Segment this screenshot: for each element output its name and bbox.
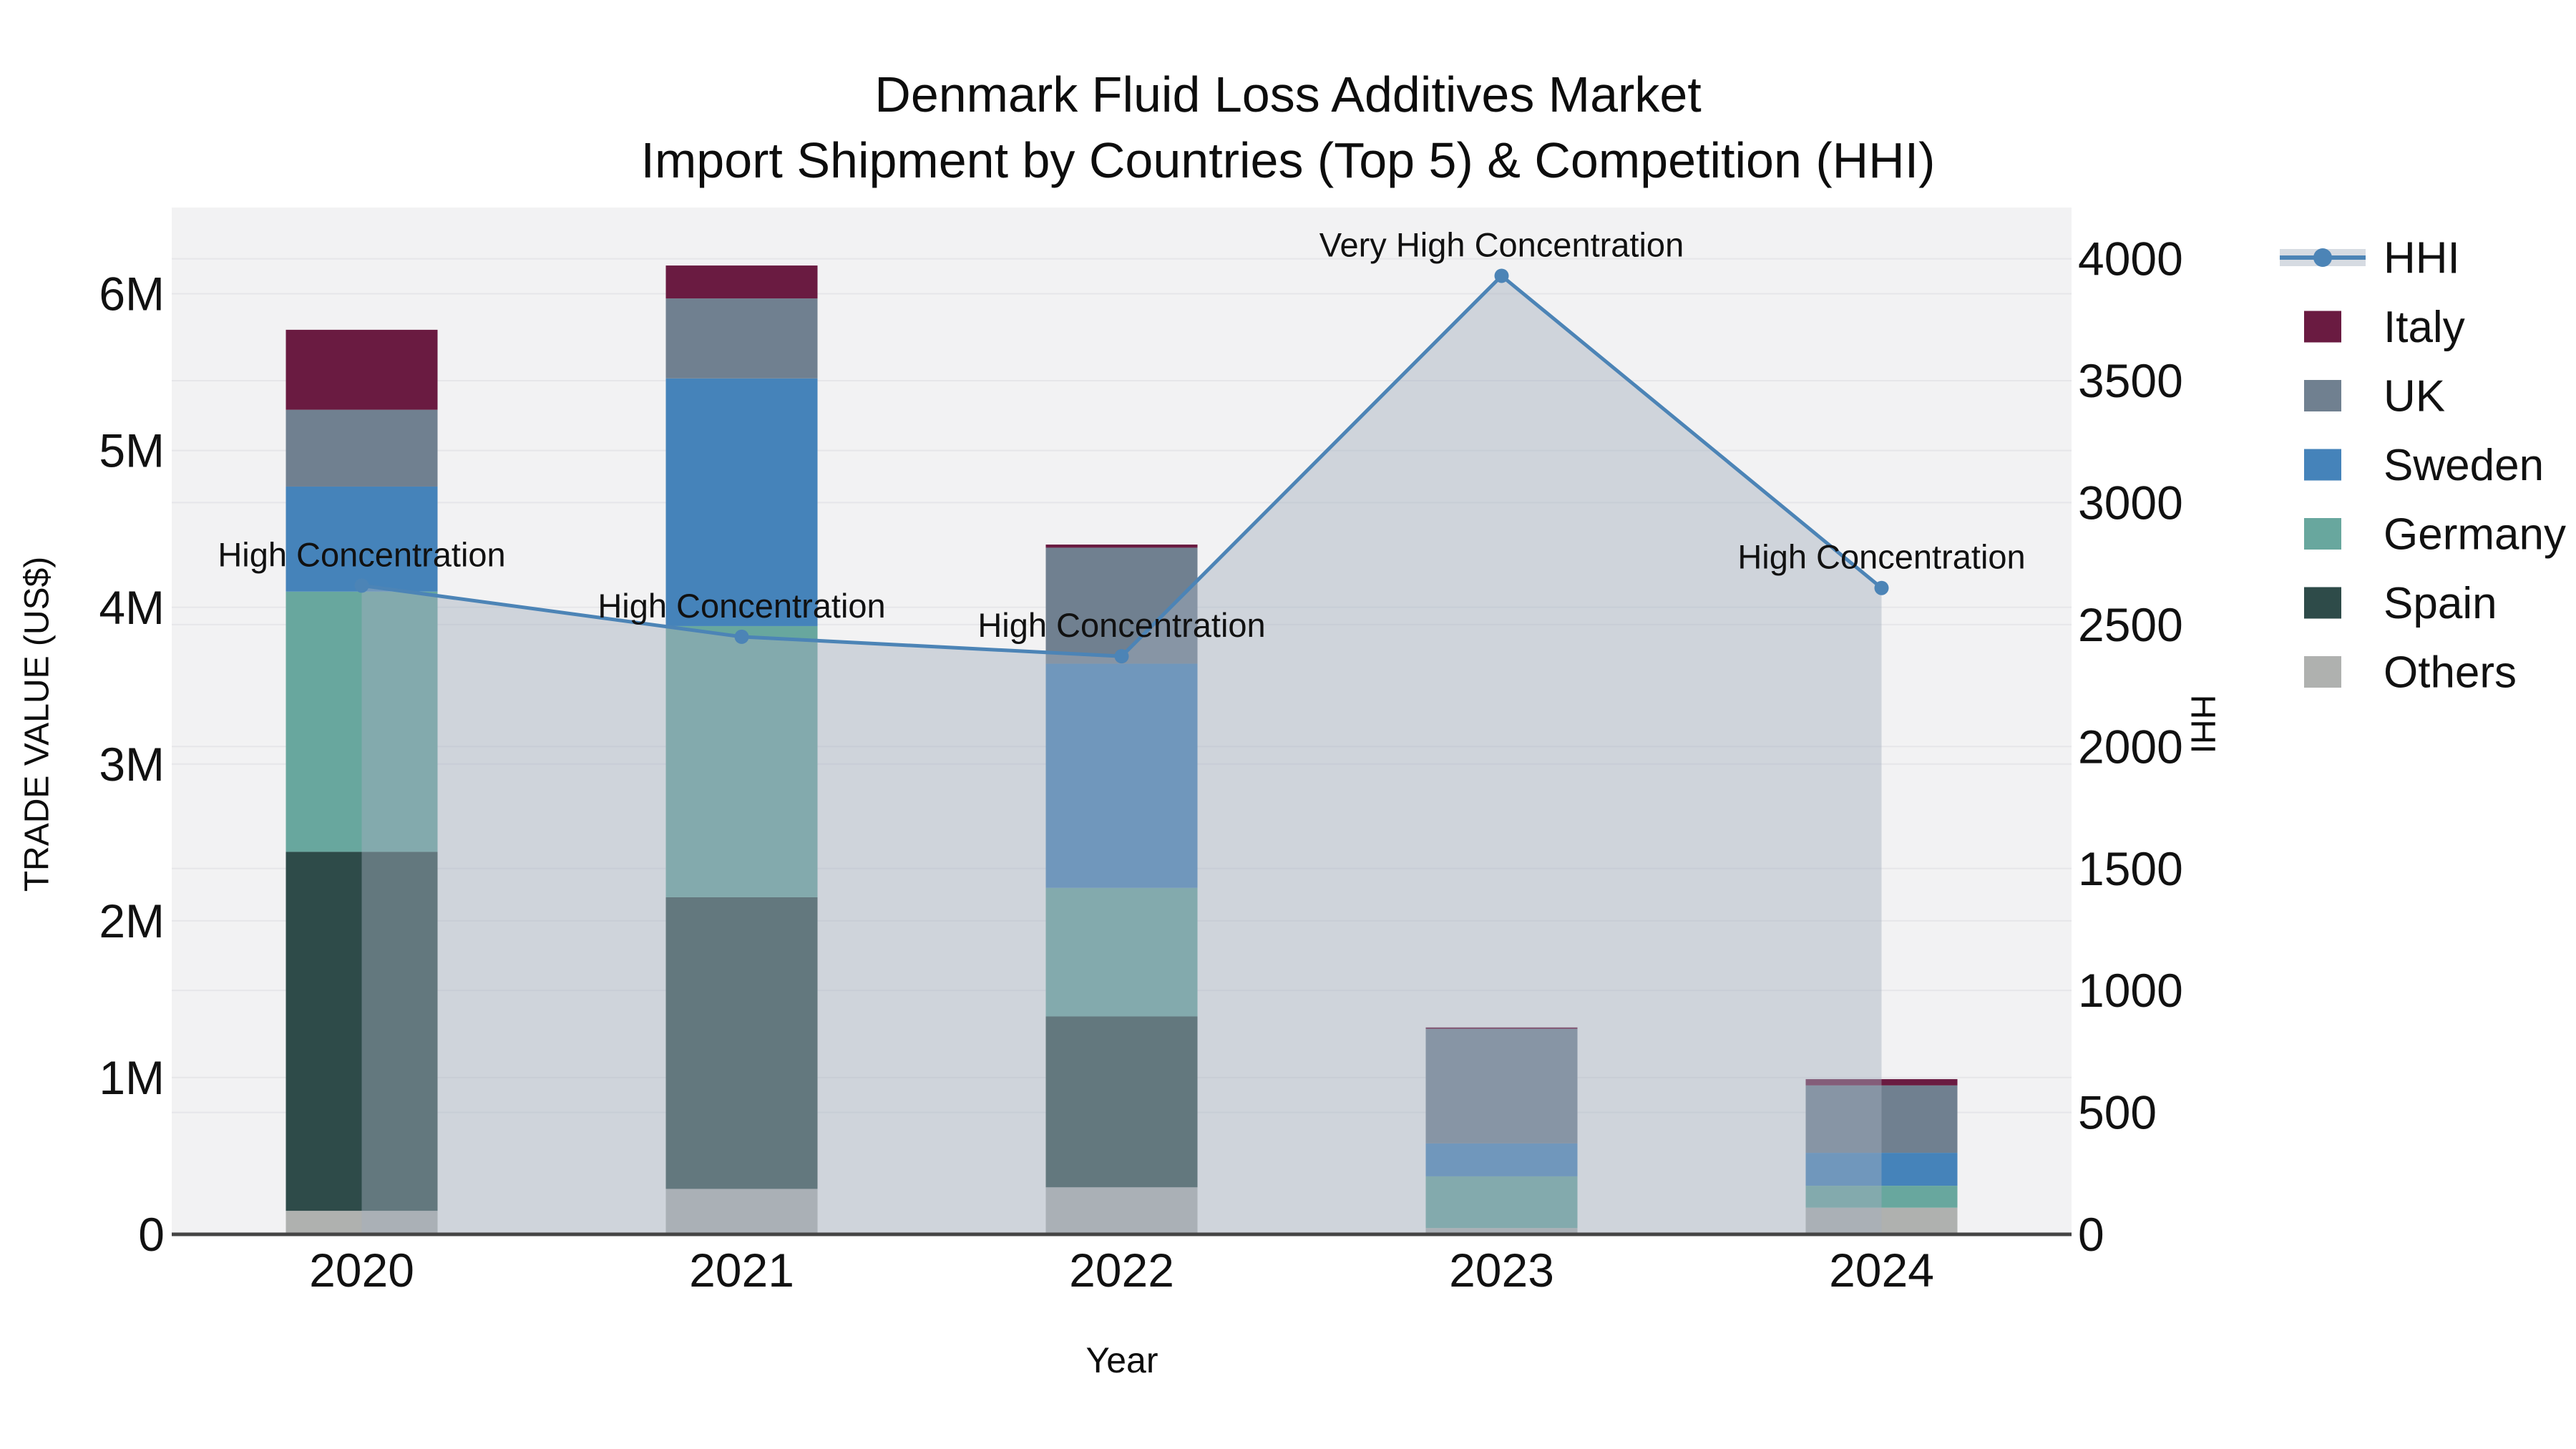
bar-2021-Sweden[interactable] xyxy=(665,378,818,626)
legend-item-Italy[interactable]: Italy xyxy=(2304,303,2465,352)
bar-2022-Others[interactable] xyxy=(1045,1187,1198,1234)
bar-2021-UK[interactable] xyxy=(665,298,818,379)
hhi-point-2024[interactable] xyxy=(1874,580,1889,595)
annotation-2020: High Concentration xyxy=(218,535,505,573)
y-axis-title-right: HHI xyxy=(2183,694,2222,754)
x-tick-2021: 2021 xyxy=(689,1244,794,1297)
legend-label-Sweden: Sweden xyxy=(2384,441,2544,490)
legend-swatch-UK xyxy=(2304,380,2341,411)
bar-2020-UK[interactable] xyxy=(286,409,438,487)
y-right-tick-0: 0 xyxy=(2078,1208,2104,1261)
legend-swatch-Sweden xyxy=(2304,449,2341,481)
y-right-tick-2500: 2500 xyxy=(2078,598,2183,651)
annotation-2023: Very High Concentration xyxy=(1319,225,1684,263)
bar-2022-Spain[interactable] xyxy=(1045,1016,1198,1188)
x-axis-title: Year xyxy=(1085,1340,1158,1380)
legend-label-Germany: Germany xyxy=(2384,510,2566,560)
bar-2024-UK[interactable] xyxy=(1805,1085,1958,1153)
y-right-tick-500: 500 xyxy=(2078,1086,2157,1139)
bar-2023-Italy[interactable] xyxy=(1425,1027,1578,1029)
hhi-point-2023[interactable] xyxy=(1494,268,1509,283)
y-right-tick-1500: 1500 xyxy=(2078,842,2183,895)
legend-label-Spain: Spain xyxy=(2384,579,2497,628)
bar-2023-Germany[interactable] xyxy=(1425,1176,1578,1229)
legend-swatch-Spain xyxy=(2304,587,2341,619)
legend-hhi-marker-swatch xyxy=(2313,248,2332,267)
y-left-tick-4M: 4M xyxy=(99,581,165,634)
bar-2024-Germany[interactable] xyxy=(1805,1186,1958,1208)
x-tick-2023: 2023 xyxy=(1449,1244,1554,1297)
bar-2021-Italy[interactable] xyxy=(665,265,818,299)
bar-2020-Germany[interactable] xyxy=(286,591,438,852)
y-left-tick-5M: 5M xyxy=(99,424,165,477)
bar-series xyxy=(286,265,1958,1234)
legend-label-HHI: HHI xyxy=(2384,234,2460,283)
legend: HHI Italy UK Sweden Germany Spain Others xyxy=(2280,234,2566,698)
chart-title: Denmark Fluid Loss Additives Market xyxy=(874,67,1702,122)
y-left-tick-3M: 3M xyxy=(99,738,165,791)
bar-2024-Sweden[interactable] xyxy=(1805,1153,1958,1186)
bar-2020-Italy[interactable] xyxy=(286,329,438,410)
legend-swatch-Italy xyxy=(2304,311,2341,343)
y-right-tick-3000: 3000 xyxy=(2078,477,2183,530)
legend-item-Sweden[interactable]: Sweden xyxy=(2304,441,2544,490)
y-axis-title-left: TRADE VALUE (US$) xyxy=(18,556,57,892)
hhi-point-2021[interactable] xyxy=(734,629,749,644)
y-left-tick-1M: 1M xyxy=(99,1051,165,1104)
bar-2024-Others[interactable] xyxy=(1805,1207,1958,1234)
legend-item-Germany[interactable]: Germany xyxy=(2304,510,2566,560)
y-left-tick-0: 0 xyxy=(138,1208,165,1261)
legend-label-Others: Others xyxy=(2384,648,2517,698)
bar-2022-Germany[interactable] xyxy=(1045,887,1198,1017)
bar-2021-Others[interactable] xyxy=(665,1189,818,1234)
y-left-tick-6M: 6M xyxy=(99,268,165,321)
annotation-2021: High Concentration xyxy=(597,587,885,625)
tick-labels: 0 1M 2M 3M 4M 5M 6M 0 500 1000 1500 2000 2500 3000 350… xyxy=(99,233,2183,1297)
annotation-2024: High Concentration xyxy=(1737,538,2025,576)
y-left-tick-2M: 2M xyxy=(99,894,165,947)
annotation-2022: High Concentration xyxy=(977,606,1265,644)
x-tick-2022: 2022 xyxy=(1069,1244,1174,1297)
legend-item-Others[interactable]: Others xyxy=(2304,648,2517,698)
bar-2021-Germany[interactable] xyxy=(665,625,818,897)
bar-2020-Spain[interactable] xyxy=(286,852,438,1211)
hhi-point-2020[interactable] xyxy=(354,578,369,593)
bar-2020-Sweden[interactable] xyxy=(286,486,438,592)
bar-2020-Others[interactable] xyxy=(286,1211,438,1234)
hhi-point-2022[interactable] xyxy=(1114,649,1129,664)
legend-item-UK[interactable]: UK xyxy=(2304,372,2445,421)
bar-2023-Others[interactable] xyxy=(1425,1228,1578,1234)
bar-2022-Italy[interactable] xyxy=(1045,545,1198,548)
legend-item-Spain[interactable]: Spain xyxy=(2304,579,2497,628)
bar-2024-Italy[interactable] xyxy=(1805,1079,1958,1085)
legend-swatch-Others xyxy=(2304,656,2341,688)
y-right-tick-2000: 2000 xyxy=(2078,720,2183,773)
legend-label-UK: UK xyxy=(2384,372,2445,421)
bar-2022-Sweden[interactable] xyxy=(1045,663,1198,888)
bar-2021-Spain[interactable] xyxy=(665,897,818,1189)
chart-subtitle: Import Shipment by Countries (Top 5) & C… xyxy=(640,132,1936,188)
y-right-tick-4000: 4000 xyxy=(2078,233,2183,286)
legend-label-Italy: Italy xyxy=(2384,303,2465,352)
hhi-area xyxy=(361,275,1882,1234)
y-right-tick-1000: 1000 xyxy=(2078,964,2183,1017)
legend-swatch-Germany xyxy=(2304,518,2341,550)
legend-item-HHI[interactable]: HHI xyxy=(2280,234,2460,283)
x-tick-2024: 2024 xyxy=(1829,1244,1934,1297)
bar-2023-Sweden[interactable] xyxy=(1425,1143,1578,1176)
x-tick-2020: 2020 xyxy=(309,1244,414,1297)
y-right-tick-3500: 3500 xyxy=(2078,354,2183,407)
bar-2023-UK[interactable] xyxy=(1425,1029,1578,1143)
